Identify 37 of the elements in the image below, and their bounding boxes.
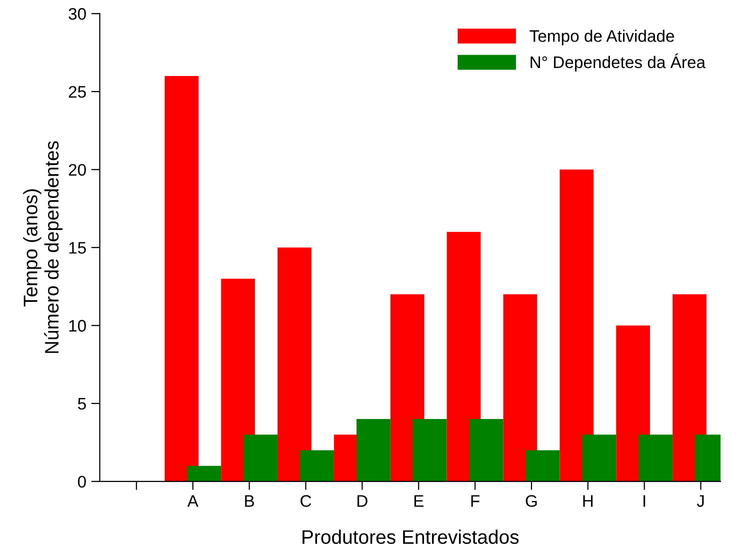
bar — [672, 294, 706, 482]
x-tick-label: H — [583, 495, 593, 507]
y-tick-label: 15 — [69, 242, 86, 254]
x-tick-label: B — [245, 495, 254, 507]
bar — [526, 450, 560, 482]
legend-label: Tempo de Atividade — [530, 30, 674, 46]
y-tick-label: 0 — [78, 476, 86, 488]
y-tick-label: 10 — [69, 320, 86, 332]
bar — [446, 232, 481, 482]
bar — [469, 419, 504, 482]
y-tick-label: 5 — [78, 398, 86, 410]
bar — [560, 170, 594, 482]
y-tick-label: 25 — [68, 86, 86, 98]
x-tick-label: J — [696, 495, 704, 507]
bar — [187, 466, 222, 482]
bar — [503, 294, 538, 482]
bar — [278, 248, 312, 482]
bar — [412, 419, 447, 482]
bar — [356, 419, 390, 482]
bar — [221, 278, 255, 482]
x-axis-title: Produtores Entrevistados — [302, 530, 519, 544]
x-tick-label: F — [471, 495, 480, 507]
bar — [164, 76, 199, 482]
x-tick-label: D — [358, 495, 368, 507]
x-tick-label: A — [187, 495, 198, 507]
y-tick-label: 20 — [68, 164, 86, 176]
x-tick-label: E — [414, 495, 424, 507]
x-tick-label: G — [526, 495, 537, 507]
bar — [300, 450, 334, 482]
y-tick-label: 30 — [68, 8, 86, 20]
bar — [244, 434, 278, 482]
bar — [638, 434, 673, 482]
bar — [582, 434, 616, 482]
y-axis-title: Tempo (anos) Número de dependentes — [23, 141, 62, 353]
legend-label: N° Dependetes da Área — [530, 54, 706, 72]
x-tick-label: I — [644, 495, 646, 507]
x-tick-label: C — [300, 495, 312, 507]
